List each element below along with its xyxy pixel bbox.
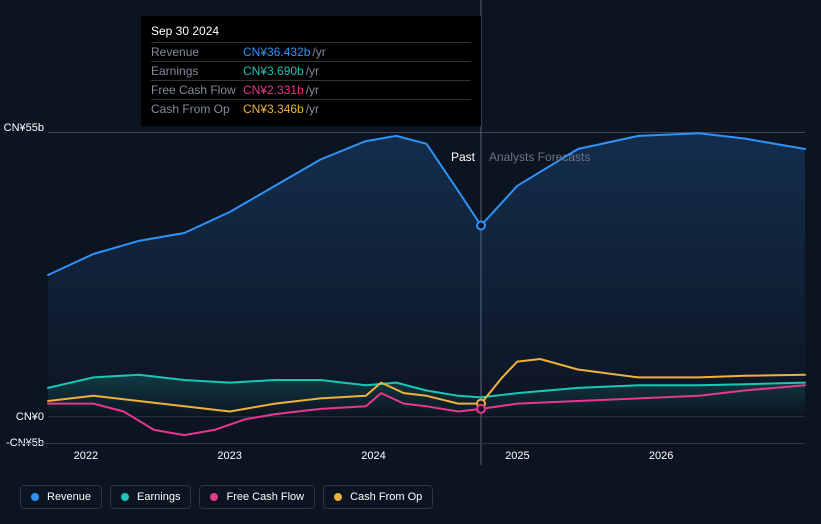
x-axis: 2022 2023 2024 2025 2026: [48, 450, 805, 470]
legend-label: Cash From Op: [350, 491, 422, 503]
forecast-label: Analysts Forecasts: [489, 150, 590, 164]
plot-area[interactable]: CN¥55bCN¥0-CN¥5b: [48, 128, 805, 443]
legend-dot-icon: [334, 493, 342, 501]
tooltip-row-suffix: /yr: [306, 83, 319, 97]
legend-item-free-cash-flow[interactable]: Free Cash Flow: [199, 485, 315, 509]
tooltip-row-suffix: /yr: [306, 102, 319, 116]
tooltip-row-value: CN¥3.690b: [243, 64, 304, 78]
x-axis-tick: 2024: [361, 450, 385, 462]
legend-label: Revenue: [47, 491, 91, 503]
x-axis-tick: 2025: [505, 450, 529, 462]
tooltip-row-label: Revenue: [151, 45, 243, 59]
tooltip-date: Sep 30 2024: [151, 24, 471, 42]
legend-label: Earnings: [137, 491, 180, 503]
tooltip-row: EarningsCN¥3.690b /yr: [151, 61, 471, 80]
y-axis-tick: CN¥0: [16, 411, 44, 423]
legend-item-cash-from-op[interactable]: Cash From Op: [323, 485, 433, 509]
tooltip-row: Cash From OpCN¥3.346b /yr: [151, 99, 471, 118]
tooltip-row-label: Free Cash Flow: [151, 83, 243, 97]
legend-dot-icon: [31, 493, 39, 501]
legend-item-earnings[interactable]: Earnings: [110, 485, 191, 509]
tooltip-row-suffix: /yr: [312, 45, 325, 59]
revenue-earnings-chart: Sep 30 2024 RevenueCN¥36.432b /yrEarning…: [0, 0, 821, 524]
tooltip-row: Free Cash FlowCN¥2.331b /yr: [151, 80, 471, 99]
tooltip-row-value: CN¥3.346b: [243, 102, 304, 116]
x-axis-tick: 2022: [74, 450, 98, 462]
chart-tooltip: Sep 30 2024 RevenueCN¥36.432b /yrEarning…: [141, 16, 481, 126]
tooltip-row-value: CN¥2.331b: [243, 83, 304, 97]
legend-dot-icon: [121, 493, 129, 501]
gridline-baseline: [17, 443, 805, 444]
legend-label: Free Cash Flow: [226, 491, 304, 503]
tooltip-row-label: Cash From Op: [151, 102, 243, 116]
past-label: Past: [451, 150, 475, 164]
x-axis-tick: 2026: [649, 450, 673, 462]
tooltip-row-suffix: /yr: [306, 64, 319, 78]
tooltip-row-value: CN¥36.432b: [243, 45, 310, 59]
tooltip-row-label: Earnings: [151, 64, 243, 78]
chart-legend: Revenue Earnings Free Cash Flow Cash From O…: [20, 485, 433, 509]
tooltip-row: RevenueCN¥36.432b /yr: [151, 42, 471, 61]
legend-dot-icon: [210, 493, 218, 501]
legend-item-revenue[interactable]: Revenue: [20, 485, 102, 509]
x-axis-tick: 2023: [217, 450, 241, 462]
y-axis-tick: CN¥55b: [4, 122, 44, 134]
